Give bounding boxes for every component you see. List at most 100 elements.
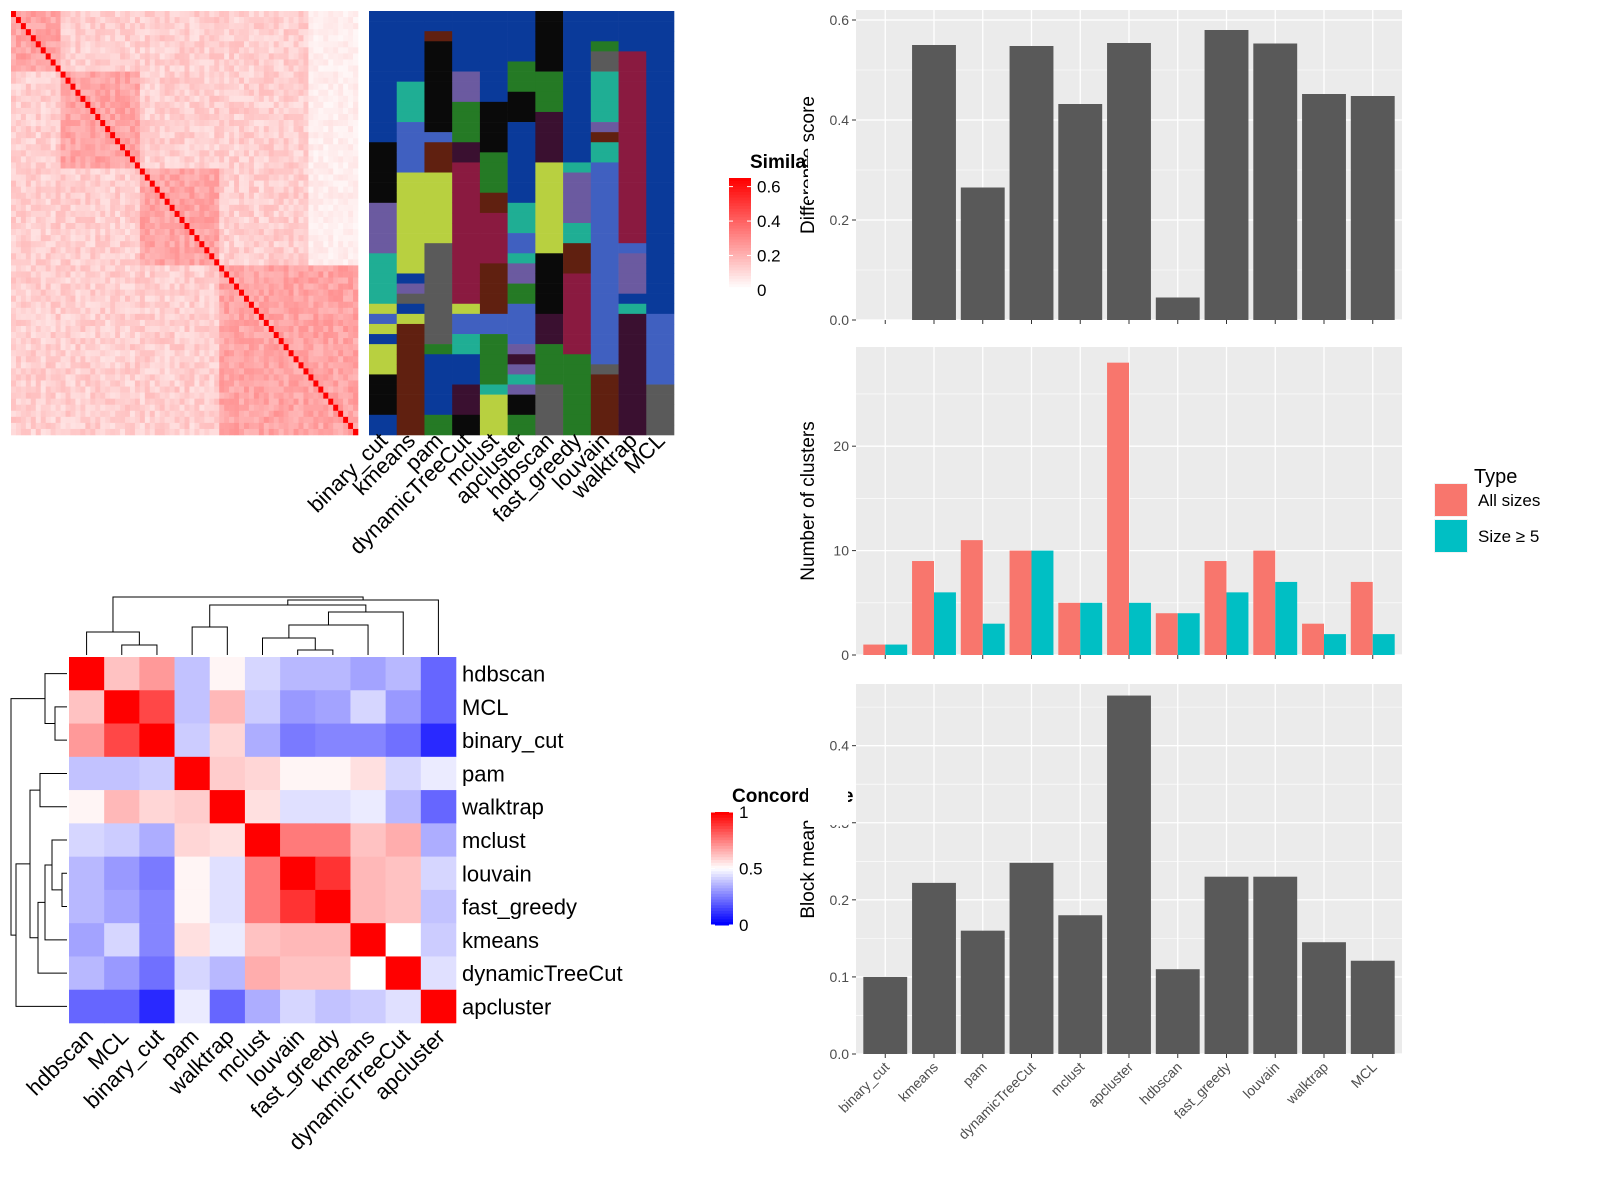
similarity-cell — [194, 368, 200, 375]
similarity-cell — [174, 332, 180, 339]
similarity-cell — [115, 101, 121, 109]
similarity-cell — [353, 356, 359, 363]
similarity-cell — [115, 271, 121, 278]
similarity-cell — [30, 11, 37, 18]
similarity-cell — [308, 186, 314, 194]
similarity-cell — [189, 253, 195, 260]
similarity-cell — [179, 392, 185, 399]
similarity-cell — [328, 71, 334, 78]
similarity-cell — [179, 344, 185, 351]
similarity-cell — [144, 132, 151, 139]
similarity-cell — [214, 295, 220, 303]
similarity-cell — [313, 11, 319, 18]
similarity-cell — [268, 162, 275, 169]
similarity-cell — [129, 126, 136, 133]
similarity-cell — [174, 416, 180, 424]
similarity-cell — [268, 47, 275, 54]
similarity-cell — [90, 144, 96, 151]
similarity-cell — [164, 210, 170, 218]
similarity-cell — [204, 186, 210, 194]
similarity-cell — [229, 168, 235, 175]
similarity-cell — [229, 307, 235, 315]
similarity-cell — [80, 198, 86, 206]
similarity-cell — [144, 168, 151, 175]
similarity-cell — [263, 83, 270, 91]
assignment-cell — [424, 122, 453, 133]
similarity-cell — [313, 319, 319, 327]
similarity-cell — [209, 162, 215, 169]
similarity-cell — [15, 428, 22, 436]
similarity-cell — [129, 368, 136, 375]
similarity-cell — [219, 120, 225, 127]
similarity-cell — [328, 410, 334, 418]
similarity-cell — [154, 53, 161, 60]
similarity-cell — [353, 410, 359, 418]
similarity-cell — [293, 368, 299, 375]
similarity-cell — [80, 59, 86, 66]
similarity-cell — [20, 204, 27, 212]
similarity-cell — [283, 404, 289, 412]
similarity-cell — [144, 113, 151, 121]
similarity-cell — [353, 241, 359, 248]
similarity-cell — [95, 150, 101, 157]
similarity-cell — [243, 404, 250, 412]
similarity-cell — [278, 186, 284, 194]
similarity-cell — [80, 325, 86, 333]
similarity-cell — [100, 350, 106, 357]
similarity-cell — [95, 186, 101, 194]
similarity-cell — [243, 410, 250, 418]
similarity-cell — [120, 47, 126, 54]
similarity-cell — [75, 235, 81, 242]
similarity-cell — [179, 295, 185, 303]
similarity-cell — [214, 198, 220, 206]
similarity-cell — [144, 41, 151, 48]
similarity-cell — [308, 259, 314, 266]
similarity-cell — [303, 162, 309, 169]
similarity-cell — [343, 156, 349, 163]
similarity-cell — [90, 59, 96, 66]
similarity-cell — [214, 120, 220, 127]
similarity-cell — [20, 356, 27, 363]
similarity-cell — [55, 17, 61, 24]
similarity-cell — [169, 216, 175, 224]
similarity-cell — [20, 216, 27, 224]
similarity-cell — [85, 229, 91, 236]
similarity-cell — [169, 77, 175, 84]
similarity-cell — [139, 313, 146, 321]
similarity-cell — [134, 29, 141, 36]
similarity-cell — [333, 41, 339, 48]
similarity-cell — [194, 410, 200, 418]
similarity-cell — [149, 107, 156, 115]
similarity-cell — [184, 344, 190, 351]
similarity-cell — [348, 41, 354, 48]
similarity-cell — [65, 174, 71, 181]
similarity-cell — [239, 350, 245, 357]
similarity-cell — [129, 229, 136, 236]
similarity-cell — [199, 144, 205, 151]
similarity-cell — [179, 277, 185, 284]
assignment-cell — [396, 384, 425, 395]
similarity-cell — [268, 180, 275, 187]
similarity-cell — [115, 77, 121, 84]
similarity-cell — [313, 168, 319, 175]
similarity-cell — [214, 77, 220, 84]
similarity-cell — [253, 253, 260, 260]
similarity-cell — [288, 11, 294, 18]
similarity-cell — [100, 210, 106, 218]
similarity-cell — [224, 144, 230, 151]
similarity-cell — [318, 23, 324, 30]
similarity-cell — [25, 168, 32, 175]
similarity-cell — [288, 398, 294, 406]
similarity-cell — [139, 23, 146, 30]
similarity-cell — [120, 162, 126, 169]
similarity-cell — [323, 398, 329, 406]
similarity-cell — [65, 107, 71, 115]
similarity-cell — [45, 168, 51, 175]
similarity-cell — [11, 17, 17, 24]
similarity-cell — [234, 398, 240, 406]
similarity-cell — [323, 247, 329, 254]
similarity-cell — [348, 392, 354, 399]
similarity-cell — [25, 113, 32, 121]
similarity-cell — [100, 168, 106, 175]
similarity-cell — [40, 107, 46, 115]
